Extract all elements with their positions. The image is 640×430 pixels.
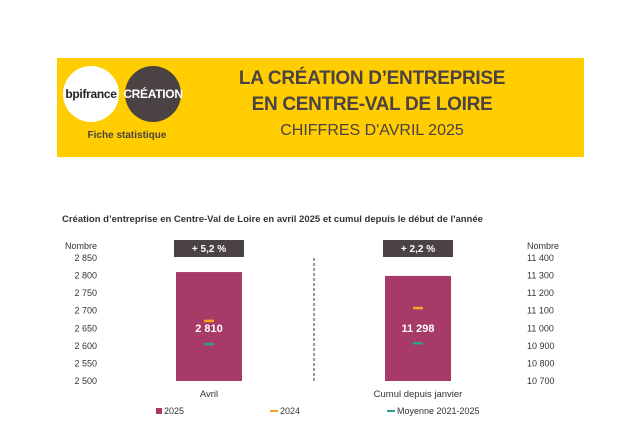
title-line-2: EN CENTRE-VAL DE LOIRE xyxy=(251,94,493,115)
change-badge xyxy=(383,240,453,257)
subtitle: CHIFFRES D'AVRIL 2025 xyxy=(280,122,464,139)
bar-2025 xyxy=(176,272,242,381)
legend-label-2025: 2025 xyxy=(164,406,184,416)
category-label: Cumul depuis janvier xyxy=(374,389,463,400)
left-tick-label: 2 550 xyxy=(74,358,97,368)
bpifrance-logo-text: bpifrance xyxy=(65,87,117,101)
header-banner: bpifrance CRÉATION Fiche statistique LA … xyxy=(57,58,584,157)
title-line-1: LA CRÉATION D’ENTREPRISE xyxy=(238,68,506,89)
bpifrance-logo: bpifrance xyxy=(63,66,119,122)
legend-label-moyenne: Moyenne 2021-2025 xyxy=(397,406,480,416)
left-tick-label: 2 650 xyxy=(74,323,97,333)
bar-value-label: 2 810 xyxy=(195,323,223,335)
change-badge-label: + 2,2 % xyxy=(401,244,435,255)
left-tick-label: 2 800 xyxy=(74,271,97,281)
creation-logo: CRÉATION xyxy=(123,66,183,122)
change-badge-label: + 5,2 % xyxy=(192,244,226,255)
bar-2025 xyxy=(385,275,451,381)
legend-swatch-2025 xyxy=(156,408,162,414)
creation-logo-text: CRÉATION xyxy=(123,87,183,101)
fiche-label: Fiche statistique xyxy=(87,130,167,141)
right-tick-label: 10 900 xyxy=(527,341,555,351)
left-tick-label: 2 500 xyxy=(74,376,97,386)
right-axis-label: Nombre xyxy=(527,241,559,251)
left-tick-label: 2 750 xyxy=(74,288,97,298)
title-block: LA CRÉATION D’ENTREPRISE EN CENTRE-VAL D… xyxy=(207,66,537,142)
bar-value-label: 11 298 xyxy=(401,323,434,335)
legend-label-2024: 2024 xyxy=(280,406,300,416)
right-tick-label: 11 000 xyxy=(527,323,554,333)
right-tick-label: 10 700 xyxy=(527,376,555,386)
right-tick-label: 11 200 xyxy=(527,288,554,298)
chart-title: Création d’entreprise en Centre-Val de L… xyxy=(62,214,483,225)
category-label: Avril xyxy=(200,389,218,400)
right-tick-label: 11 300 xyxy=(527,271,554,281)
right-tick-label: 11 400 xyxy=(527,253,554,263)
left-axis-label: Nombre xyxy=(65,241,97,251)
left-tick-label: 2 850 xyxy=(74,253,97,263)
left-tick-label: 2 700 xyxy=(74,306,97,316)
left-tick-label: 2 600 xyxy=(74,341,97,351)
change-badge xyxy=(174,240,244,257)
right-tick-label: 10 800 xyxy=(527,358,555,368)
right-tick-label: 11 100 xyxy=(527,306,554,316)
